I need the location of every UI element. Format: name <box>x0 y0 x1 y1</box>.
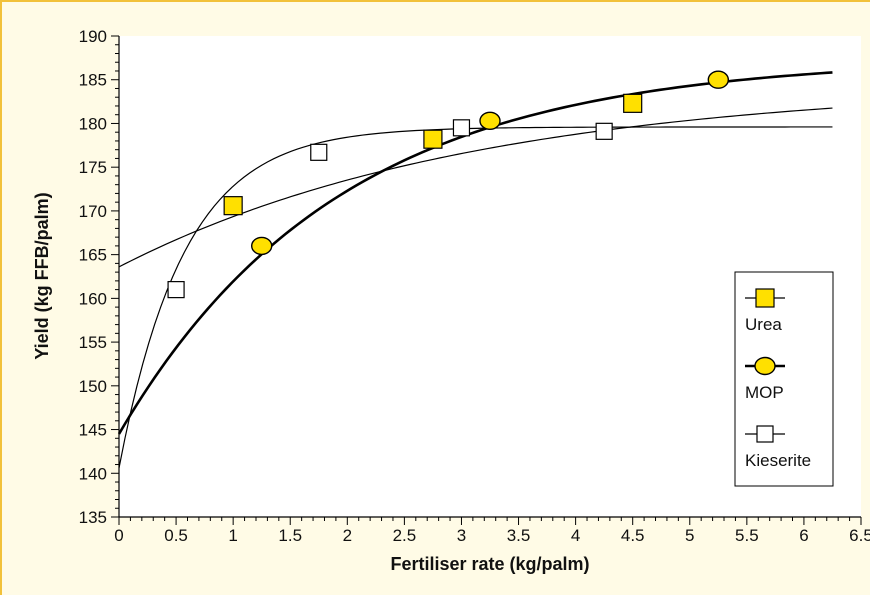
marker-kieserite <box>310 143 328 161</box>
y-tick-label: 150 <box>79 377 107 396</box>
x-axis-title: Fertiliser rate (kg/palm) <box>390 554 589 574</box>
axes <box>111 35 862 525</box>
legend-marker-mop <box>754 356 776 376</box>
y-axis-title: Yield (kg FFB/palm) <box>32 192 52 359</box>
tick-labels: 0 0.5 1 1.5 2 2.5 3 3.5 4 4.5 5 5.5 6 6.5 135 140 145 150… <box>79 27 870 545</box>
marker-kieserite <box>167 281 185 299</box>
y-tick-label: 190 <box>79 27 107 46</box>
legend-box <box>734 271 834 487</box>
fit-curve-kieserite <box>118 126 833 469</box>
x-tick-label: 5.5 <box>735 526 759 545</box>
y-tick-label: 160 <box>79 289 107 308</box>
legend-marker-kieserite <box>756 425 774 443</box>
legend-label-kieserite: Kieserite <box>745 451 811 470</box>
y-tick-label: 140 <box>79 464 107 483</box>
x-tick-label: 6 <box>799 526 808 545</box>
marker-mop <box>479 111 501 131</box>
marker-urea <box>423 129 443 149</box>
y-tick-label: 155 <box>79 333 107 352</box>
x-tick-label: 2.5 <box>393 526 417 545</box>
legend: Urea MOP Kieserite <box>734 271 834 487</box>
y-tick-label: 165 <box>79 246 107 265</box>
marker-urea <box>223 196 243 216</box>
marker-kieserite <box>452 119 471 137</box>
x-tick-label: 3.5 <box>507 526 531 545</box>
x-tick-label: 5 <box>685 526 694 545</box>
legend-label-mop: MOP <box>745 383 784 402</box>
marker-kieserite <box>595 122 613 140</box>
marker-urea <box>623 93 643 113</box>
x-tick-label: 1.5 <box>278 526 302 545</box>
x-tick-label: 0 <box>114 526 123 545</box>
legend-marker-urea <box>755 288 775 308</box>
x-tick-label: 4.5 <box>621 526 645 545</box>
marker-mop <box>250 236 273 256</box>
x-tick-label: 0.5 <box>164 526 188 545</box>
x-tick-label: 2 <box>343 526 352 545</box>
x-tick-label: 4 <box>571 526 580 545</box>
y-tick-label: 145 <box>79 421 107 440</box>
marker-mop <box>707 70 730 89</box>
data-markers <box>167 70 730 299</box>
y-tick-label: 175 <box>79 158 107 177</box>
x-tick-label: 1 <box>228 526 237 545</box>
x-tick-label: 6.5 <box>849 526 870 545</box>
y-tick-label: 170 <box>79 202 107 221</box>
x-tick-label: 3 <box>457 526 466 545</box>
y-tick-label: 180 <box>79 114 107 133</box>
y-tick-label: 185 <box>79 71 107 90</box>
y-tick-label: 135 <box>79 508 107 527</box>
legend-label-urea: Urea <box>745 315 782 334</box>
